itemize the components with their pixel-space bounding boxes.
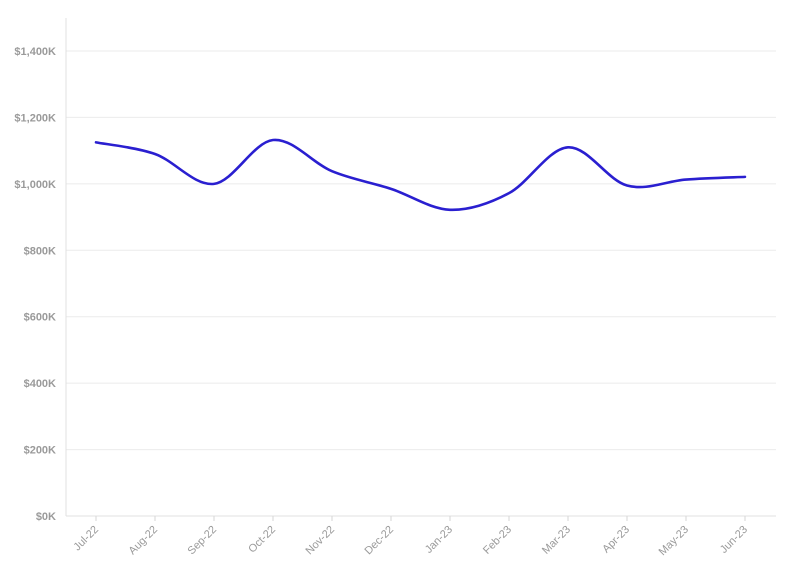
x-tick-label: Aug-22 bbox=[127, 524, 161, 558]
x-tick-label: Dec-22 bbox=[363, 524, 397, 558]
axes bbox=[65, 18, 776, 521]
y-tick-label: $0K bbox=[36, 511, 56, 523]
y-tick-label: $800K bbox=[24, 245, 56, 257]
series-layer bbox=[94, 138, 747, 212]
x-tick-label: Oct-22 bbox=[246, 524, 278, 556]
series-line-0 bbox=[94, 138, 747, 212]
x-tick-label: Jun-23 bbox=[718, 524, 750, 556]
x-tick-label: Mar-23 bbox=[540, 524, 573, 557]
x-tick-label: Sep-22 bbox=[186, 524, 220, 558]
x-tick-label: Jul-22 bbox=[71, 524, 101, 554]
y-tick-label: $1,200K bbox=[14, 112, 56, 124]
y-tick-label: $1,000K bbox=[14, 179, 56, 191]
x-axis-tick-labels: Jul-22 Aug-22 Sep-22 Oct-22 Nov-22 Dec-22 Jan-… bbox=[71, 524, 750, 558]
gridlines bbox=[66, 50, 776, 451]
x-tick-label: Feb-23 bbox=[481, 524, 514, 557]
y-tick-label: $600K bbox=[24, 312, 56, 324]
y-tick-label: $1,400K bbox=[14, 46, 56, 58]
x-tick-label: Nov-22 bbox=[304, 524, 338, 558]
y-tick-label: $400K bbox=[24, 378, 56, 390]
x-tick-label: Apr-23 bbox=[600, 524, 632, 556]
y-tick-label: $200K bbox=[24, 445, 56, 457]
x-tick-label: May-23 bbox=[657, 524, 691, 558]
x-tick-label: Jan-23 bbox=[423, 524, 455, 556]
y-axis-tick-labels: $0K $200K $400K $600K $800K $1,000K $1,200K $1,… bbox=[14, 46, 56, 523]
